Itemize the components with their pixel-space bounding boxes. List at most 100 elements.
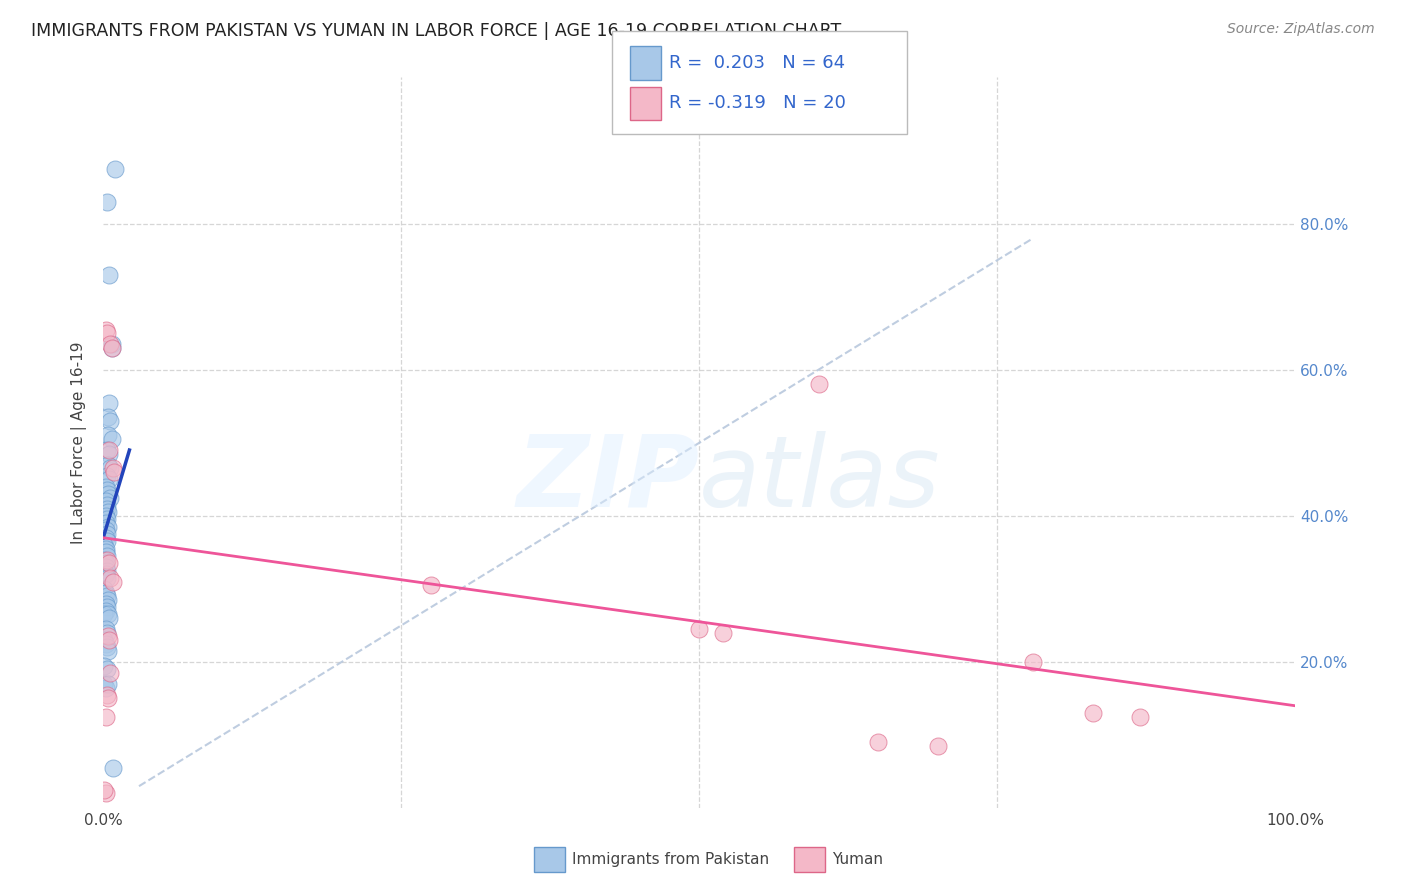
Point <box>98 268 121 282</box>
Point <box>98 472 121 486</box>
Point <box>98 337 121 351</box>
Point <box>868 735 890 749</box>
Point <box>96 443 118 458</box>
Point <box>98 395 121 409</box>
Point <box>98 491 121 505</box>
Text: IMMIGRANTS FROM PAKISTAN VS YUMAN IN LABOR FORCE | AGE 16-19 CORRELATION CHART: IMMIGRANTS FROM PAKISTAN VS YUMAN IN LAB… <box>31 22 841 40</box>
Point <box>93 677 115 691</box>
Point <box>94 585 117 599</box>
Point <box>97 677 120 691</box>
Point <box>98 461 121 475</box>
Point <box>927 739 949 753</box>
Point <box>94 597 117 611</box>
Point <box>98 414 121 428</box>
Point <box>94 516 117 530</box>
Text: Immigrants from Pakistan: Immigrants from Pakistan <box>572 853 769 867</box>
Point <box>97 458 120 472</box>
Point <box>94 560 117 574</box>
Point <box>100 432 122 446</box>
Point <box>96 564 118 578</box>
Point <box>96 326 118 341</box>
Point <box>101 461 124 475</box>
Point <box>96 527 118 541</box>
Point <box>98 557 121 571</box>
Y-axis label: In Labor Force | Age 16-19: In Labor Force | Age 16-19 <box>72 342 87 544</box>
Point <box>96 662 118 676</box>
Point <box>96 483 118 498</box>
Point <box>96 552 118 566</box>
Point <box>96 549 118 563</box>
Point <box>94 494 117 508</box>
Point <box>98 571 121 585</box>
Text: R =  0.203   N = 64: R = 0.203 N = 64 <box>669 54 845 72</box>
Point <box>98 633 121 648</box>
Point <box>97 410 120 425</box>
Point <box>94 681 117 695</box>
Point <box>94 322 117 336</box>
Point <box>711 625 734 640</box>
Point <box>96 640 118 655</box>
Point <box>94 604 117 618</box>
Point <box>98 611 121 625</box>
Point <box>100 341 122 355</box>
Point <box>96 589 118 603</box>
Point <box>96 498 118 512</box>
Point <box>94 567 117 582</box>
Point <box>97 505 120 519</box>
Point <box>94 524 117 538</box>
Point <box>96 468 118 483</box>
Point <box>93 782 115 797</box>
Point <box>98 665 121 680</box>
Point <box>688 622 710 636</box>
Point <box>96 688 118 702</box>
Point <box>96 571 118 585</box>
Point <box>94 541 117 556</box>
Point <box>93 633 115 648</box>
Point <box>97 644 120 658</box>
Point <box>96 501 118 516</box>
Point <box>94 622 117 636</box>
Point <box>96 534 118 549</box>
Point <box>96 625 118 640</box>
Point <box>94 787 117 801</box>
Text: Yuman: Yuman <box>832 853 883 867</box>
Point <box>100 341 122 355</box>
Text: R = -0.319   N = 20: R = -0.319 N = 20 <box>669 95 846 112</box>
Point <box>94 508 117 523</box>
Point <box>94 480 117 494</box>
Point <box>104 161 127 176</box>
Point <box>93 538 115 552</box>
Point <box>103 465 125 479</box>
Point <box>93 658 115 673</box>
Text: atlas: atlas <box>699 431 941 528</box>
Point <box>94 557 117 571</box>
Point <box>100 337 122 351</box>
Point <box>97 487 120 501</box>
Point <box>96 512 118 526</box>
Point <box>94 545 117 559</box>
Point <box>93 582 115 596</box>
Point <box>96 194 118 209</box>
Text: ZIP: ZIP <box>516 431 699 528</box>
Point <box>94 531 117 545</box>
Point <box>97 629 120 643</box>
Point <box>93 607 115 622</box>
Point <box>97 691 120 706</box>
Point <box>98 443 121 458</box>
Point <box>98 447 121 461</box>
Point <box>96 600 118 615</box>
Point <box>97 592 120 607</box>
Text: Source: ZipAtlas.com: Source: ZipAtlas.com <box>1227 22 1375 37</box>
Point <box>93 552 115 566</box>
Point <box>97 607 120 622</box>
Point <box>101 574 124 589</box>
Point <box>1081 706 1104 720</box>
Point <box>97 428 120 442</box>
Point <box>101 761 124 775</box>
Point <box>97 520 120 534</box>
Point <box>94 637 117 651</box>
Point <box>1129 710 1152 724</box>
Point <box>420 578 443 592</box>
Point <box>807 377 830 392</box>
Point <box>94 710 117 724</box>
